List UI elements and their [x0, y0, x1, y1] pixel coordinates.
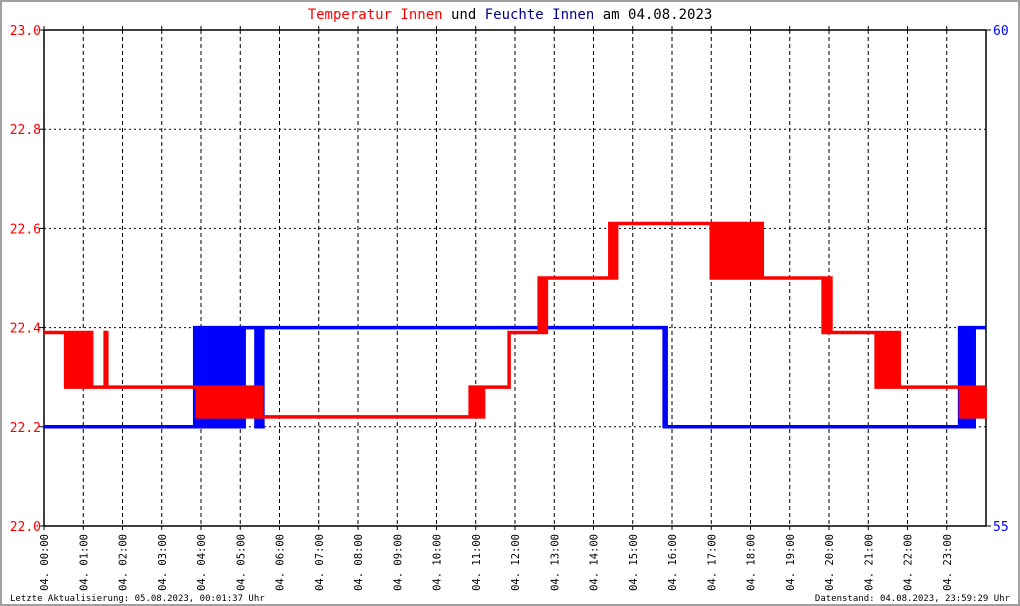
x-tick-label: 04. 16:00	[667, 534, 679, 591]
title-date: am 04.08.2023	[602, 7, 713, 23]
x-tick-label: 04. 22:00	[903, 534, 915, 591]
x-tick-label: 04. 00:00	[39, 534, 51, 591]
x-tick-label: 04. 09:00	[392, 534, 404, 591]
y-left-tick-label: 22.8	[10, 123, 41, 138]
title-temperature: Temperatur Innen	[307, 7, 443, 23]
y-left-tick-label: 22.0	[10, 520, 41, 535]
y-left-tick-label: 22.2	[10, 421, 41, 436]
x-tick-label: 04. 19:00	[785, 534, 797, 591]
x-tick-label: 04. 06:00	[275, 534, 287, 591]
x-tick-label: 04. 20:00	[824, 534, 836, 591]
title-and: und	[450, 7, 477, 23]
x-tick-label: 04. 12:00	[510, 534, 522, 591]
y-right-tick-label: 60	[993, 24, 1009, 39]
x-tick-label: 04. 10:00	[432, 534, 444, 591]
x-tick-label: 04. 13:00	[549, 534, 561, 591]
x-tick-label: 04. 08:00	[353, 534, 365, 591]
x-tick-label: 04. 04:00	[196, 534, 208, 591]
title-humidity: Feuchte Innen	[484, 7, 595, 23]
y-left-tick-label: 23.0	[10, 24, 41, 39]
y-left-tick-label: 22.6	[10, 222, 41, 237]
footer-data-state: Datenstand: 04.08.2023, 23:59:29 Uhr	[814, 594, 1010, 604]
x-tick-label: 04. 17:00	[706, 534, 718, 591]
x-tick-label: 04. 05:00	[235, 534, 247, 591]
x-tick-label: 04. 02:00	[118, 534, 130, 591]
x-tick-label: 04. 23:00	[942, 534, 954, 591]
x-tick-label: 04. 14:00	[589, 534, 601, 591]
footer-last-update: Letzte Aktualisierung: 05.08.2023, 00:01…	[10, 594, 265, 604]
chart-title: Temperatur Innen und Feuchte Innen am 04…	[2, 7, 1018, 23]
x-tick-label: 04. 01:00	[78, 534, 90, 591]
series-line-temperature	[44, 221, 987, 419]
y-left-tick-label: 22.4	[10, 322, 41, 337]
x-tick-label: 04. 07:00	[314, 534, 326, 591]
x-tick-label: 04. 03:00	[157, 534, 169, 591]
x-tick-label: 04. 18:00	[746, 534, 758, 591]
y-right-tick-label: 55	[993, 520, 1009, 535]
x-tick-label: 04. 11:00	[471, 534, 483, 591]
x-tick-label: 04. 21:00	[863, 534, 875, 591]
x-tick-label: 04. 15:00	[628, 534, 640, 591]
